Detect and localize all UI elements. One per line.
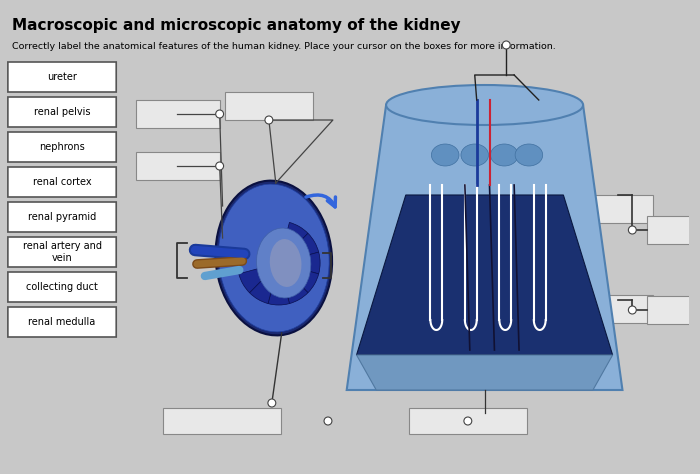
Circle shape xyxy=(216,162,223,170)
FancyBboxPatch shape xyxy=(8,307,116,337)
Wedge shape xyxy=(279,252,320,274)
Bar xyxy=(162,408,281,434)
Ellipse shape xyxy=(515,144,543,166)
Text: a. Gross anatomy: a. Gross anatomy xyxy=(178,416,265,426)
Circle shape xyxy=(265,116,273,124)
Text: nephrons: nephrons xyxy=(39,142,85,152)
FancyBboxPatch shape xyxy=(8,97,116,127)
Ellipse shape xyxy=(461,144,489,166)
FancyBboxPatch shape xyxy=(8,272,116,302)
Text: b. Two nephrons: b. Two nephrons xyxy=(428,416,508,426)
Bar xyxy=(136,152,220,180)
Wedge shape xyxy=(249,263,279,303)
Circle shape xyxy=(324,417,332,425)
Circle shape xyxy=(268,399,276,407)
Ellipse shape xyxy=(270,239,302,287)
Circle shape xyxy=(629,306,636,314)
FancyArrowPatch shape xyxy=(306,195,335,207)
Text: renal pyramid: renal pyramid xyxy=(28,212,96,222)
Text: Macroscopic and microscopic anatomy of the kidney: Macroscopic and microscopic anatomy of t… xyxy=(12,18,461,33)
Text: Correctly label the anatomical features of the human kidney. Place your cursor o: Correctly label the anatomical features … xyxy=(12,42,556,51)
Polygon shape xyxy=(356,195,612,355)
Circle shape xyxy=(464,417,472,425)
Bar xyxy=(225,92,313,120)
FancyBboxPatch shape xyxy=(8,202,116,232)
Circle shape xyxy=(503,41,510,49)
Text: renal cortex: renal cortex xyxy=(33,177,92,187)
Ellipse shape xyxy=(218,184,329,332)
Circle shape xyxy=(216,110,223,118)
Bar xyxy=(647,296,700,324)
FancyBboxPatch shape xyxy=(8,167,116,197)
Text: renal pelvis: renal pelvis xyxy=(34,107,90,117)
Text: renal medulla: renal medulla xyxy=(29,317,96,327)
Wedge shape xyxy=(279,263,308,303)
Wedge shape xyxy=(239,263,279,293)
Ellipse shape xyxy=(256,228,311,298)
FancyBboxPatch shape xyxy=(8,237,116,267)
Ellipse shape xyxy=(491,144,518,166)
Circle shape xyxy=(629,226,636,234)
Bar xyxy=(647,216,700,244)
Polygon shape xyxy=(356,355,612,390)
Bar xyxy=(564,195,653,223)
Wedge shape xyxy=(279,263,318,293)
Ellipse shape xyxy=(216,181,332,336)
Ellipse shape xyxy=(431,144,459,166)
FancyBboxPatch shape xyxy=(8,62,116,92)
FancyBboxPatch shape xyxy=(8,132,116,162)
Wedge shape xyxy=(279,222,308,263)
Ellipse shape xyxy=(386,85,583,125)
Text: renal artery and
vein: renal artery and vein xyxy=(22,241,102,263)
Bar xyxy=(136,100,220,128)
Wedge shape xyxy=(268,263,289,305)
Text: ureter: ureter xyxy=(47,72,77,82)
Bar xyxy=(564,295,653,323)
Wedge shape xyxy=(279,233,318,263)
Text: collecting duct: collecting duct xyxy=(26,282,98,292)
Polygon shape xyxy=(346,105,622,390)
Bar xyxy=(409,408,527,434)
